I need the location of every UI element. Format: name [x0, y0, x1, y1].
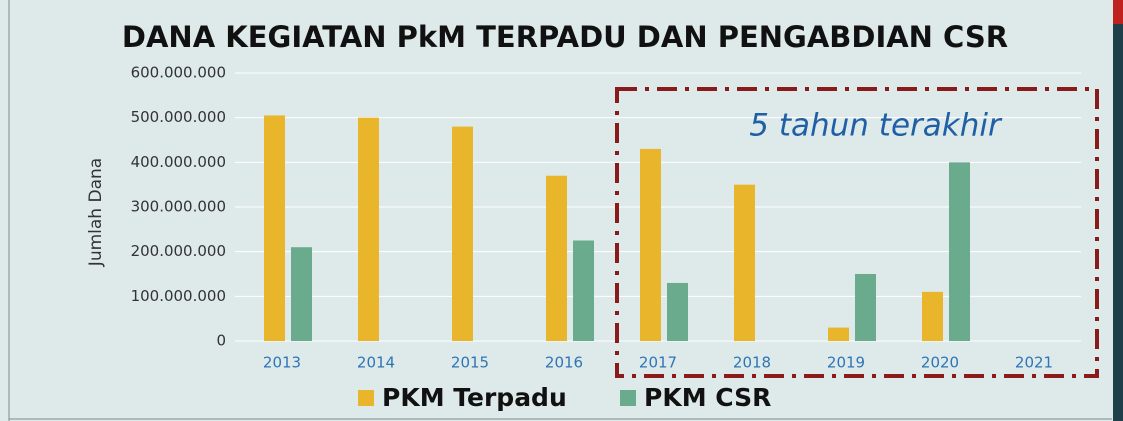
- bar: [922, 291, 943, 341]
- y-tick-label: 400.000.000: [131, 153, 226, 171]
- bar: [667, 282, 688, 341]
- side-bar-accent: [1113, 0, 1123, 24]
- y-tick-label: 200.000.000: [131, 242, 226, 260]
- bar: [855, 274, 876, 341]
- bar: [949, 162, 970, 341]
- x-tick-label: 2014: [357, 354, 395, 372]
- legend-label: PKM Terpadu: [382, 383, 567, 412]
- x-tick-label: 2017: [639, 354, 677, 372]
- plot: 0 100.000.000 200.000.000 300.000.000 400.00…: [131, 64, 1081, 412]
- x-tick-label: 2016: [545, 354, 583, 372]
- y-tick-label: 0: [216, 332, 226, 350]
- x-tick-label: 2015: [451, 354, 489, 372]
- x-tick-label: 2021: [1015, 354, 1053, 372]
- bar: [452, 126, 473, 341]
- annotation: 5 tahun terakhir: [749, 108, 1003, 144]
- x-tick-label: 2020: [921, 354, 959, 372]
- y-axis-label: Jumlah Dana: [86, 158, 106, 267]
- bar: [264, 115, 285, 341]
- y-tick-label: 300.000.000: [131, 198, 226, 216]
- x-tick-label: 2018: [733, 354, 771, 372]
- legend-swatch: [620, 390, 636, 406]
- legend-swatch: [358, 390, 374, 406]
- y-tick-label: 600.000.000: [131, 64, 226, 82]
- chart-title: DANA KEGIATAN PkM TERPADU DAN PENGABDIAN…: [122, 20, 1008, 54]
- x-tick-label: 2019: [827, 354, 865, 372]
- bar: [640, 148, 661, 341]
- side-bar: [1113, 0, 1123, 421]
- bar: [573, 240, 594, 341]
- y-tick-label: 500.000.000: [131, 108, 226, 126]
- legend-label: PKM CSR: [644, 383, 771, 412]
- bar: [358, 117, 379, 342]
- bar: [734, 184, 755, 341]
- bar: [828, 327, 849, 341]
- x-tick-label: 2013: [263, 354, 301, 372]
- bar: [546, 175, 567, 341]
- highlight-box: [615, 87, 1099, 378]
- bar: [291, 247, 312, 341]
- y-tick-label: 100.000.000: [131, 287, 226, 305]
